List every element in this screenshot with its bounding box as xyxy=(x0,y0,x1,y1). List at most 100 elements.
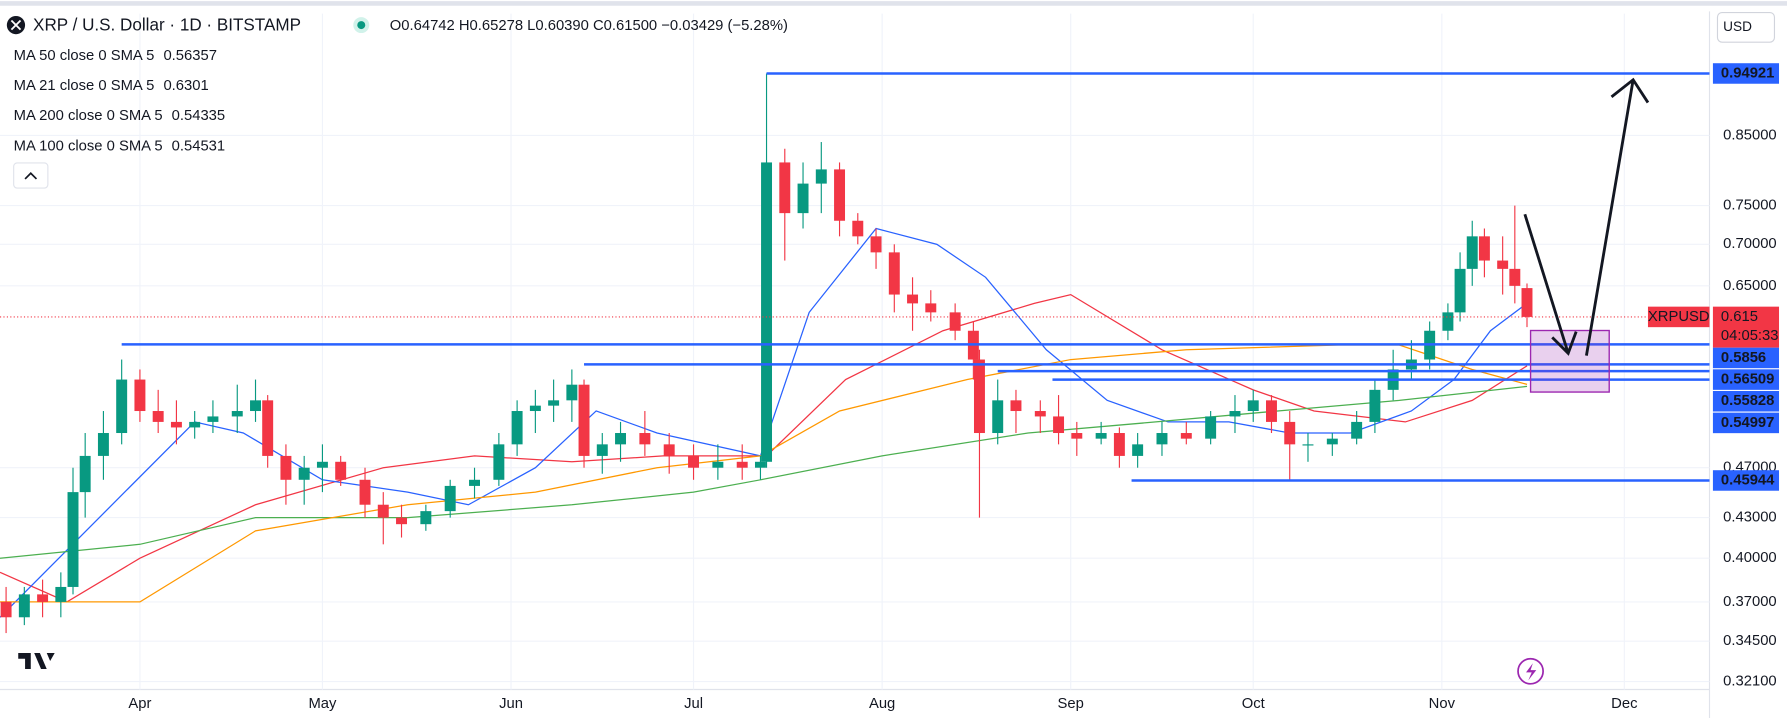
price-line-tag xyxy=(1712,412,1780,434)
candle-body xyxy=(1229,411,1241,417)
price-line-label: 0.5856 xyxy=(1721,350,1766,366)
candle-body xyxy=(761,162,773,462)
candle-body xyxy=(663,444,675,456)
plot xyxy=(0,72,1710,634)
candle-body xyxy=(578,384,590,456)
last-price-label: 0.615 xyxy=(1721,309,1758,325)
x-tick-label: Apr xyxy=(128,696,151,712)
candle-body xyxy=(298,467,310,480)
candle-body xyxy=(712,461,724,468)
candle-body xyxy=(444,485,456,512)
tv-logo xyxy=(18,653,55,669)
currency[interactable]: USD xyxy=(1723,19,1752,34)
candle-body xyxy=(973,359,985,434)
candle-body xyxy=(231,411,243,417)
candle-body xyxy=(736,461,748,468)
candle-body xyxy=(1247,400,1259,412)
legend-label: MA 50 close 0 SMA 5 xyxy=(14,48,155,64)
candle-body xyxy=(925,303,937,313)
alert-icon[interactable] xyxy=(1526,663,1537,681)
candle-body xyxy=(116,379,128,434)
legend-value: 0.54531 xyxy=(172,138,226,154)
candle-body xyxy=(189,421,201,428)
candle-body xyxy=(79,455,91,493)
collapse-icon[interactable] xyxy=(24,172,38,180)
candle-body xyxy=(1113,433,1125,456)
last-price-tag xyxy=(1712,306,1780,348)
target-zone xyxy=(1529,329,1610,393)
candle-body xyxy=(134,379,146,412)
candle-body xyxy=(1302,444,1314,446)
x-tick-label: Nov xyxy=(1429,696,1456,712)
candle-body xyxy=(335,461,347,480)
candle-body xyxy=(888,252,900,295)
candle-body xyxy=(1034,411,1046,417)
y-tick-label: 0.70000 xyxy=(1723,236,1777,252)
candle-body xyxy=(37,594,49,602)
x-tick-label: Oct xyxy=(1242,696,1265,712)
candle-body xyxy=(1284,421,1296,445)
candle-body xyxy=(1205,416,1217,439)
candle-body xyxy=(870,236,882,253)
price-line-tag xyxy=(1712,390,1780,412)
x-tick-label: Sep xyxy=(1058,696,1084,712)
candle-body xyxy=(1266,400,1277,422)
candle-body xyxy=(511,411,523,445)
candle-body xyxy=(396,517,407,525)
y-tick-label: 0.37000 xyxy=(1723,594,1777,610)
legend-value: 0.56357 xyxy=(163,48,217,64)
symbol-icon-mark xyxy=(10,19,22,31)
x-tick-label: Jul xyxy=(684,696,703,712)
candle-body xyxy=(170,421,182,428)
candle-body xyxy=(469,479,480,486)
x-tick-label: Dec xyxy=(1611,696,1638,712)
candle-body xyxy=(1478,236,1490,261)
candle-body xyxy=(420,511,432,525)
candle-body xyxy=(262,400,274,456)
axis: Apr May Jun Jul Aug Sep Oct Nov Dec 0.32100 0.3450… xyxy=(128,63,1780,712)
price-line-label: 0.54997 xyxy=(1721,415,1775,431)
countdown: 04:05:33 xyxy=(1721,328,1779,344)
market-status-dot xyxy=(357,21,366,30)
symbol-tag-text: XRPUSD xyxy=(1648,309,1710,325)
candle-body xyxy=(1326,438,1338,445)
candle-body xyxy=(493,444,505,480)
projection-arrows xyxy=(1523,77,1650,356)
candle-body xyxy=(207,416,219,422)
candle-body xyxy=(834,169,846,221)
y-tick-label: 0.43000 xyxy=(1723,510,1777,526)
price-line-label: 0.94921 xyxy=(1721,65,1775,81)
candle-body xyxy=(615,433,627,445)
candle-body xyxy=(566,384,578,401)
candle-body xyxy=(359,479,371,505)
candle-body xyxy=(377,504,389,518)
x-tick-label: Aug xyxy=(869,696,895,712)
ma-line xyxy=(0,293,1528,603)
symbol-tag xyxy=(1647,306,1710,328)
candle-body xyxy=(97,433,109,456)
price-line-label: 0.56509 xyxy=(1721,371,1775,387)
x-tick-label: May xyxy=(308,696,337,712)
collapse-button[interactable] xyxy=(13,162,49,189)
candle-body xyxy=(1180,433,1192,439)
y-tick-label: 0.32100 xyxy=(1723,673,1777,689)
price-line-tag xyxy=(1712,347,1780,369)
candle-body xyxy=(1095,433,1107,439)
candle-body xyxy=(815,169,827,184)
candle-body xyxy=(1010,400,1022,412)
legend-label: MA 21 close 0 SMA 5 xyxy=(14,78,155,94)
price-line-label: 0.55828 xyxy=(1721,393,1775,409)
currency-button[interactable] xyxy=(1716,11,1776,43)
y-tick-label: 0.75000 xyxy=(1723,198,1777,214)
candle-body xyxy=(250,400,261,412)
candle-body xyxy=(907,294,919,304)
y-tick-label: 0.34500 xyxy=(1723,633,1777,649)
price-line-tag xyxy=(1712,470,1780,491)
candle-body xyxy=(1053,416,1065,434)
candle-body xyxy=(1071,433,1083,439)
candle-body xyxy=(1351,421,1363,439)
candle-body xyxy=(18,594,30,618)
y-tick-label: 0.40000 xyxy=(1723,550,1777,566)
